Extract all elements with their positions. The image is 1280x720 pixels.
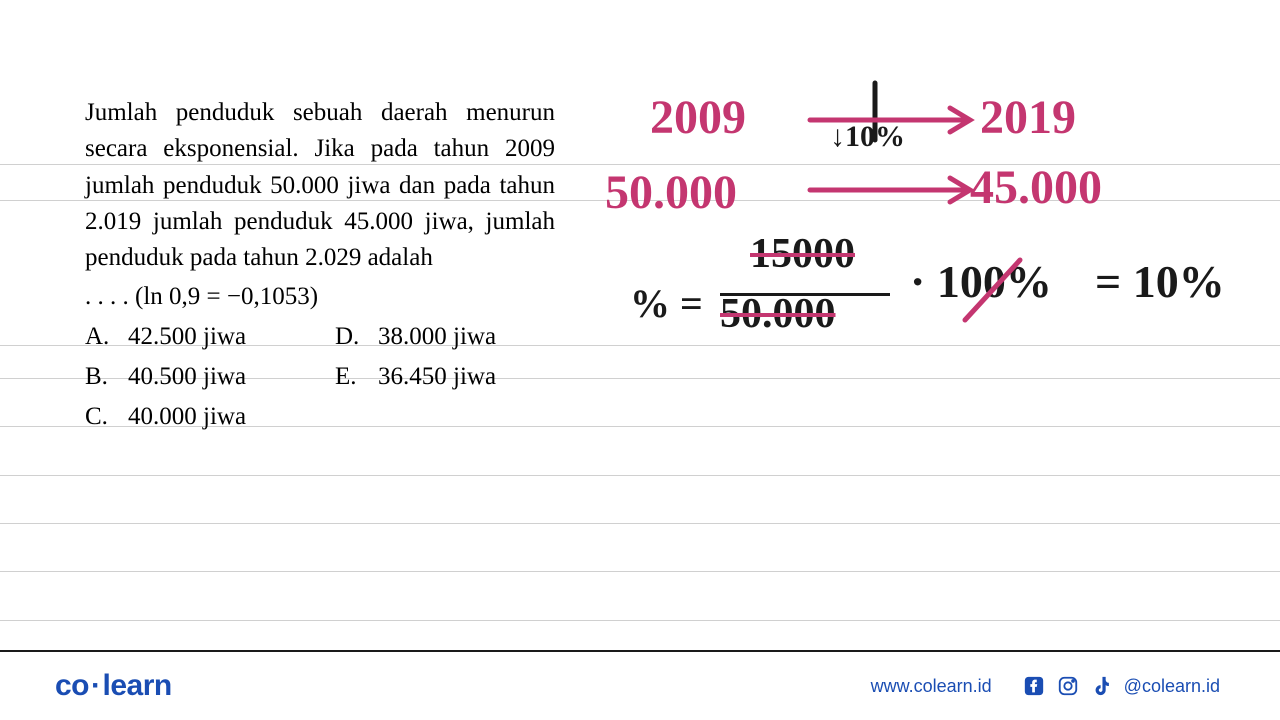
option-b: B. 40.500 jiwa bbox=[85, 359, 295, 395]
handwriting-year1: 2009 bbox=[650, 90, 746, 145]
option-c: C. 40.000 jiwa bbox=[85, 399, 295, 435]
tiktok-icon bbox=[1090, 674, 1114, 698]
website-url: www.colearn.id bbox=[871, 676, 992, 697]
footer-right: www.colearn.id @colearn.id bbox=[871, 674, 1220, 698]
option-value: 40.000 jiwa bbox=[128, 399, 246, 435]
option-e: E. 36.450 jiwa bbox=[335, 359, 545, 395]
question-block: Jumlah penduduk sebuah daerah menurun se… bbox=[85, 95, 555, 435]
footer: co·learn www.colearn.id @colearn.id bbox=[0, 650, 1280, 720]
option-letter: C. bbox=[85, 399, 110, 435]
handwriting-equals10: = 10% bbox=[1095, 255, 1225, 308]
logo-dot: · bbox=[91, 669, 101, 702]
question-hint: . . . . (ln 0,9 = −0,1053) bbox=[85, 279, 555, 315]
arrow-icon bbox=[800, 165, 990, 215]
handwriting-frac-top: 15000 bbox=[750, 230, 855, 278]
option-letter: A. bbox=[85, 319, 110, 355]
option-letter: E. bbox=[335, 359, 360, 395]
handwriting-percent-eq: % = bbox=[630, 280, 703, 327]
question-text: Jumlah penduduk sebuah daerah menurun se… bbox=[85, 95, 555, 276]
options-list: A. 42.500 jiwa D. 38.000 jiwa B. 40.500 … bbox=[85, 319, 555, 436]
option-letter: B. bbox=[85, 359, 110, 395]
option-letter: D. bbox=[335, 319, 360, 355]
social-links: @colearn.id bbox=[1022, 674, 1220, 698]
option-d: D. 38.000 jiwa bbox=[335, 319, 545, 355]
logo-part1: co bbox=[55, 669, 89, 702]
option-value: 38.000 jiwa bbox=[378, 319, 496, 355]
handwriting-year2: 2019 bbox=[980, 90, 1076, 145]
social-handle: @colearn.id bbox=[1124, 676, 1220, 697]
logo: co·learn bbox=[55, 669, 172, 703]
instagram-icon bbox=[1056, 674, 1080, 698]
arrow-icon bbox=[800, 80, 990, 150]
handwriting-frac-bot: 50.000 bbox=[720, 290, 836, 338]
option-a: A. 42.500 jiwa bbox=[85, 319, 295, 355]
fraction-line bbox=[720, 293, 890, 296]
option-value: 36.450 jiwa bbox=[378, 359, 496, 395]
logo-part2: learn bbox=[103, 669, 172, 702]
option-value: 42.500 jiwa bbox=[128, 319, 246, 355]
facebook-icon bbox=[1022, 674, 1046, 698]
handwriting-pop1: 50.000 bbox=[605, 165, 737, 220]
option-value: 40.500 jiwa bbox=[128, 359, 246, 395]
strikeout-icon bbox=[960, 250, 1030, 330]
